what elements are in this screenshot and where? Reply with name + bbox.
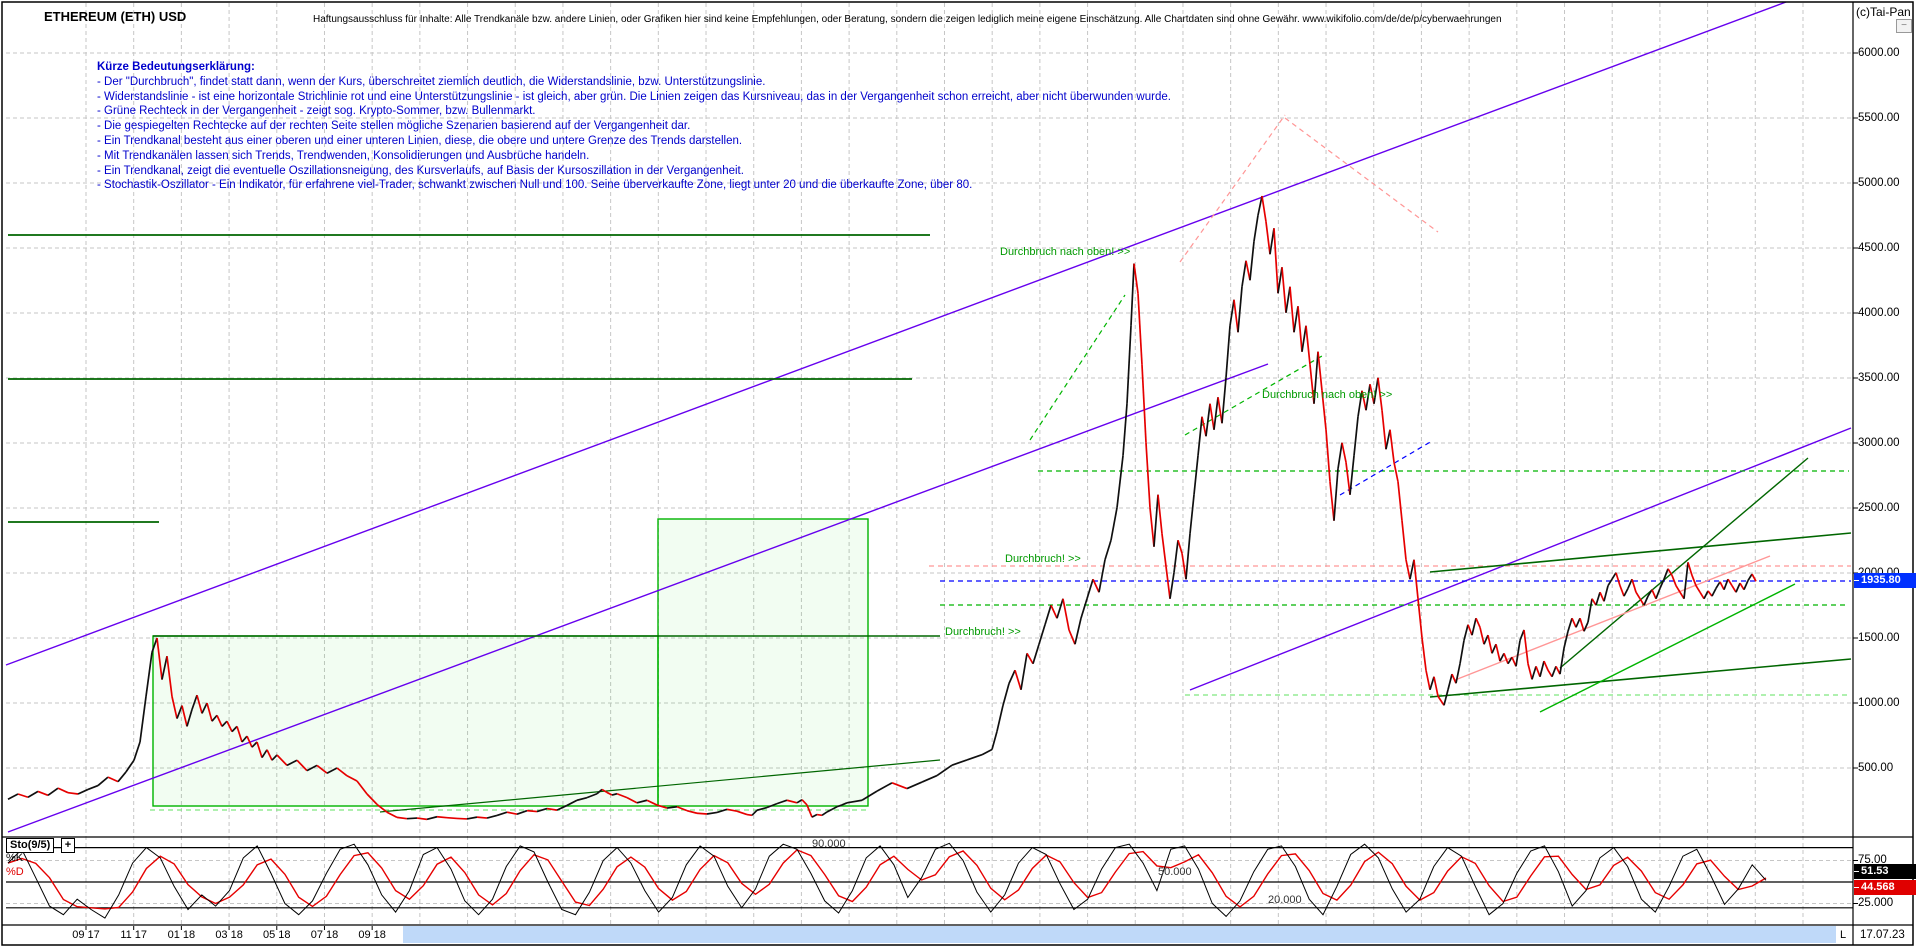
percent-d-label: %D [6,866,24,878]
price-tick-label: 500.00 [1858,762,1894,774]
percent-d-value-badge: 44.568 [1854,880,1916,895]
explanation-heading: Kürze Bedeutungserklärung: [97,61,255,73]
explanation-line: - Stochastik-Oszillator - Ein Indikator,… [97,179,973,192]
breakout-annotation: Durchbruch! >> [945,626,1021,638]
explanation-line: - Die gespiegelten Rechtecke auf der rec… [97,120,691,133]
price-tick-label: 3000.00 [1858,437,1900,449]
osc-25-label: 25.000 [1858,897,1894,909]
breakout-annotation: Durchbruch nach oben! >> [1262,389,1393,401]
explanation-line: - Mit Trendkanälen lassen sich Trends, T… [97,149,590,162]
osc-level-90-label: 90.000 [812,838,846,850]
last-price-badge: 1935.80 [1854,573,1916,588]
collapse-button[interactable]: − [1896,19,1912,33]
percent-k-value-badge: 51.53 [1854,864,1916,879]
price-tick-label: 3500.00 [1858,372,1900,384]
price-tick-label: 1000.00 [1858,697,1900,709]
explanation-line: - Der "Durchbruch", findet statt dann, w… [97,75,766,88]
breakout-annotation: Durchbruch nach oben! >> [1000,246,1131,258]
price-tick-label: 5500.00 [1858,112,1900,124]
stochastic-indicator-label: Sto(9/5) [6,838,55,853]
date-tick-label: 01 18 [167,929,196,941]
date-tick-label: 11 17 [120,929,148,941]
explanation-block: Kürze Bedeutungserklärung: - Der "Durchbr… [97,61,1171,194]
instrument-title: ETHEREUM (ETH) USD [44,9,187,24]
date-tick-label: 05 18 [263,929,291,941]
osc-level-20-label: 20.000 [1268,894,1302,906]
price-tick-label: 6000.00 [1858,47,1900,59]
range-end-marker: L [1840,929,1847,941]
breakout-annotation: Durchbruch! >> [1005,553,1081,565]
selected-range-band [403,926,1836,943]
price-tick-label: 4000.00 [1858,307,1900,319]
osc-75-label: 75.00 [1858,854,1887,866]
date-tick-label: 09 17 [72,929,100,941]
explanation-line: - Grüne Rechteck in der Vergangenheit - … [97,105,536,118]
price-tick-label: 4500.00 [1858,242,1900,254]
date-tick-label: 07 18 [310,929,339,941]
price-tick-label: 1500.00 [1858,632,1900,644]
date-tick-label: 03 18 [215,929,243,941]
explanation-line: - Ein Trendkanal besteht aus einer obere… [97,134,743,147]
price-tick-label: 2500.00 [1858,502,1900,514]
percent-k-label: %K [6,852,24,864]
date-tick-label: 09 18 [358,929,386,941]
osc-level-50-label: 50.000 [1158,866,1192,878]
disclaimer-text: Haftungsausschluss für Inhalte: Alle Tre… [313,14,1502,25]
explanation-line: - Widerstandslinie - ist eine horizontal… [97,90,1171,103]
explanation-line: - Ein Trendkanal, zeigt die eventuelle O… [97,164,744,177]
add-indicator-button[interactable]: + [61,838,75,853]
last-date-label: 17.07.23 [1860,929,1905,941]
price-tick-label: 5000.00 [1858,177,1900,189]
copyright-label: (c)Tai-Pan [1856,5,1911,19]
